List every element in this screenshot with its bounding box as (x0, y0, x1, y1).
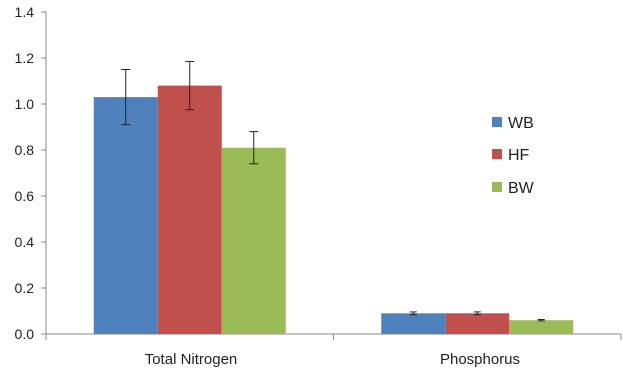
y-axis-ticks: 0.0 0.2 0.4 0.6 0.8 1.0 1.2 1.4 (15, 4, 46, 342)
y-tick-label: 0.8 (15, 142, 35, 158)
error-bars (121, 60, 545, 322)
category-labels: Total Nitrogen Phosphorus (145, 351, 520, 368)
error-bar-wb-total-nitrogen (121, 69, 131, 126)
error-bar-hf-total-nitrogen (185, 60, 195, 111)
legend-label-wb: WB (508, 115, 534, 132)
legend-swatch-hf (492, 149, 502, 159)
error-bar-bw-phosphorus (537, 319, 545, 322)
error-bar-wb-phosphorus (409, 311, 417, 316)
y-tick-label: 0.6 (15, 188, 35, 204)
bar-wb-total-nitrogen (93, 97, 158, 334)
error-bar-hf-phosphorus (473, 311, 481, 316)
legend-item-bw: BW (492, 180, 535, 197)
legend-swatch-wb (492, 117, 502, 127)
bars (93, 85, 574, 334)
bar-wb-phosphorus (381, 313, 446, 334)
legend-item-hf: HF (492, 147, 530, 164)
y-tick-label: 1.4 (15, 4, 35, 20)
category-label-phosphorus: Phosphorus (440, 351, 520, 368)
legend-label-bw: BW (508, 180, 535, 197)
y-tick-label: 1.2 (15, 50, 35, 66)
legend: WB HF BW (492, 115, 535, 197)
y-tick-label: 0.2 (15, 280, 35, 296)
y-tick-label: 1.0 (15, 96, 35, 112)
error-bar-bw-total-nitrogen (249, 131, 259, 165)
bar-bw-phosphorus (509, 320, 574, 334)
category-label-total-nitrogen: Total Nitrogen (145, 351, 238, 368)
legend-swatch-bw (492, 182, 502, 192)
legend-item-wb: WB (492, 115, 534, 132)
x-axis-ticks (45, 334, 622, 340)
legend-label-hf: HF (508, 147, 530, 164)
y-tick-label: 0.0 (15, 326, 35, 342)
bar-hf-phosphorus (445, 313, 510, 334)
y-tick-label: 0.4 (15, 234, 35, 250)
bar-bw-total-nitrogen (221, 147, 286, 334)
bar-hf-total-nitrogen (157, 85, 222, 334)
